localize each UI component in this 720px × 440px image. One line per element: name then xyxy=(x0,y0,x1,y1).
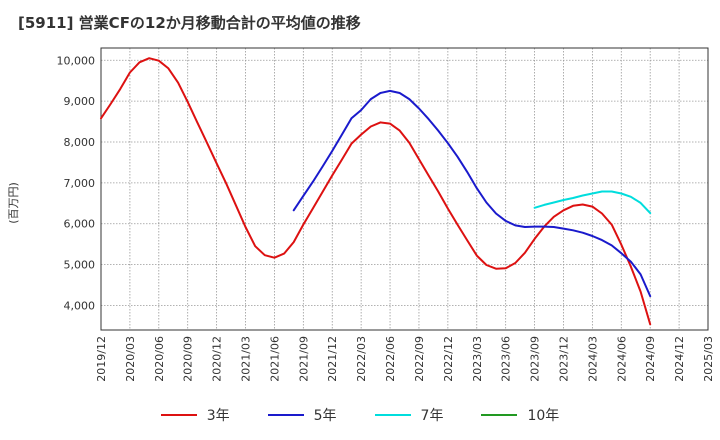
tick-labels: 2019/12 2020/03 2020/06 2020/09 2020/12 2021/… xyxy=(57,54,716,381)
y-axis-label: (百万円) xyxy=(7,182,20,224)
x-tick-label: 2024/06 xyxy=(615,336,628,382)
x-tick-label: 2020/09 xyxy=(182,336,195,382)
x-tick-label: 2022/09 xyxy=(413,336,426,382)
x-tick-label: 2023/12 xyxy=(557,336,570,382)
x-tick-label: 2021/03 xyxy=(240,336,253,382)
legend-label: 3年 xyxy=(206,408,230,424)
x-tick-label: 2019/12 xyxy=(95,336,108,382)
legend-swatch xyxy=(481,414,518,416)
x-tick-label: 2021/06 xyxy=(268,336,281,382)
x-tick-label: 2025/03 xyxy=(702,336,715,382)
y-tick-label: 5,000 xyxy=(64,259,96,272)
legend-swatch xyxy=(267,414,304,416)
legend-item: 5年 xyxy=(267,405,337,425)
legend-label: 5年 xyxy=(313,408,337,424)
x-tick-label: 2021/12 xyxy=(326,336,339,382)
series-line-5年 xyxy=(292,89,652,298)
x-tick-label: 2024/03 xyxy=(586,336,599,382)
legend-item: 7年 xyxy=(374,405,444,425)
x-tick-label: 2020/12 xyxy=(211,336,224,382)
x-tick-label: 2021/09 xyxy=(297,336,310,382)
x-tick-label: 2022/06 xyxy=(384,336,397,382)
x-tick-label: 2023/06 xyxy=(500,336,513,382)
series-line-3年 xyxy=(100,57,652,326)
chart-title: [5911] 営業CFの12か月移動合計の平均値の推移 xyxy=(18,14,361,32)
y-tick-label: 7,000 xyxy=(64,177,96,190)
x-tick-label: 2020/03 xyxy=(124,336,137,382)
plot-frame xyxy=(100,47,709,331)
x-tick-label: 2023/09 xyxy=(529,336,542,382)
x-tick-label: 2022/12 xyxy=(442,336,455,382)
axes xyxy=(100,47,709,331)
y-tick-label: 9,000 xyxy=(64,95,96,108)
x-tick-label: 2023/03 xyxy=(471,336,484,382)
legend-item: 3年 xyxy=(160,405,230,425)
y-tick-label: 6,000 xyxy=(64,218,96,231)
y-tick-label: 8,000 xyxy=(64,136,96,149)
legend-label: 10年 xyxy=(527,408,560,424)
legend-item: 10年 xyxy=(481,405,559,425)
x-tick-label: 2024/09 xyxy=(644,336,657,382)
x-tick-label: 2024/12 xyxy=(673,336,686,382)
y-tick-label: 4,000 xyxy=(64,299,96,312)
y-tick-label: 10,000 xyxy=(57,54,96,67)
x-tick-label: 2020/06 xyxy=(153,336,166,382)
series-line-7年 xyxy=(533,190,652,215)
x-tick-label: 2022/03 xyxy=(355,336,368,382)
legend-label: 7年 xyxy=(420,408,444,424)
series-lines xyxy=(100,57,652,326)
legend-swatch xyxy=(160,414,197,416)
grid xyxy=(100,48,709,330)
legend: 3年 5年 7年 10年 xyxy=(0,403,720,427)
legend-swatch xyxy=(374,414,411,416)
